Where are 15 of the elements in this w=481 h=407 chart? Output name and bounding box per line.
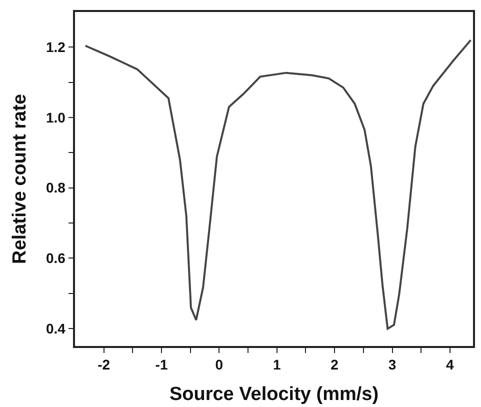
x-axis-title: Source Velocity (mm/s) [169, 384, 379, 405]
x-tick-label: 0 [215, 356, 224, 373]
x-tick-label: -2 [98, 356, 110, 373]
x-tick-label: 4 [446, 356, 454, 373]
y-tick-label: 1.0 [46, 109, 66, 126]
line-series [84, 39, 472, 330]
y-tick-label: 1.2 [46, 39, 66, 56]
x-tick-label: -1 [155, 356, 168, 373]
y-axis-title: Relative count rate [9, 94, 30, 264]
x-tick-label: 1 [272, 356, 281, 373]
x-tick-label: 3 [388, 356, 396, 373]
x-tick-label: 2 [330, 356, 339, 373]
y-tick-label: 0.8 [46, 180, 66, 196]
y-tick-label: 0.6 [46, 250, 66, 266]
y-tick-label: 0.4 [46, 320, 66, 336]
